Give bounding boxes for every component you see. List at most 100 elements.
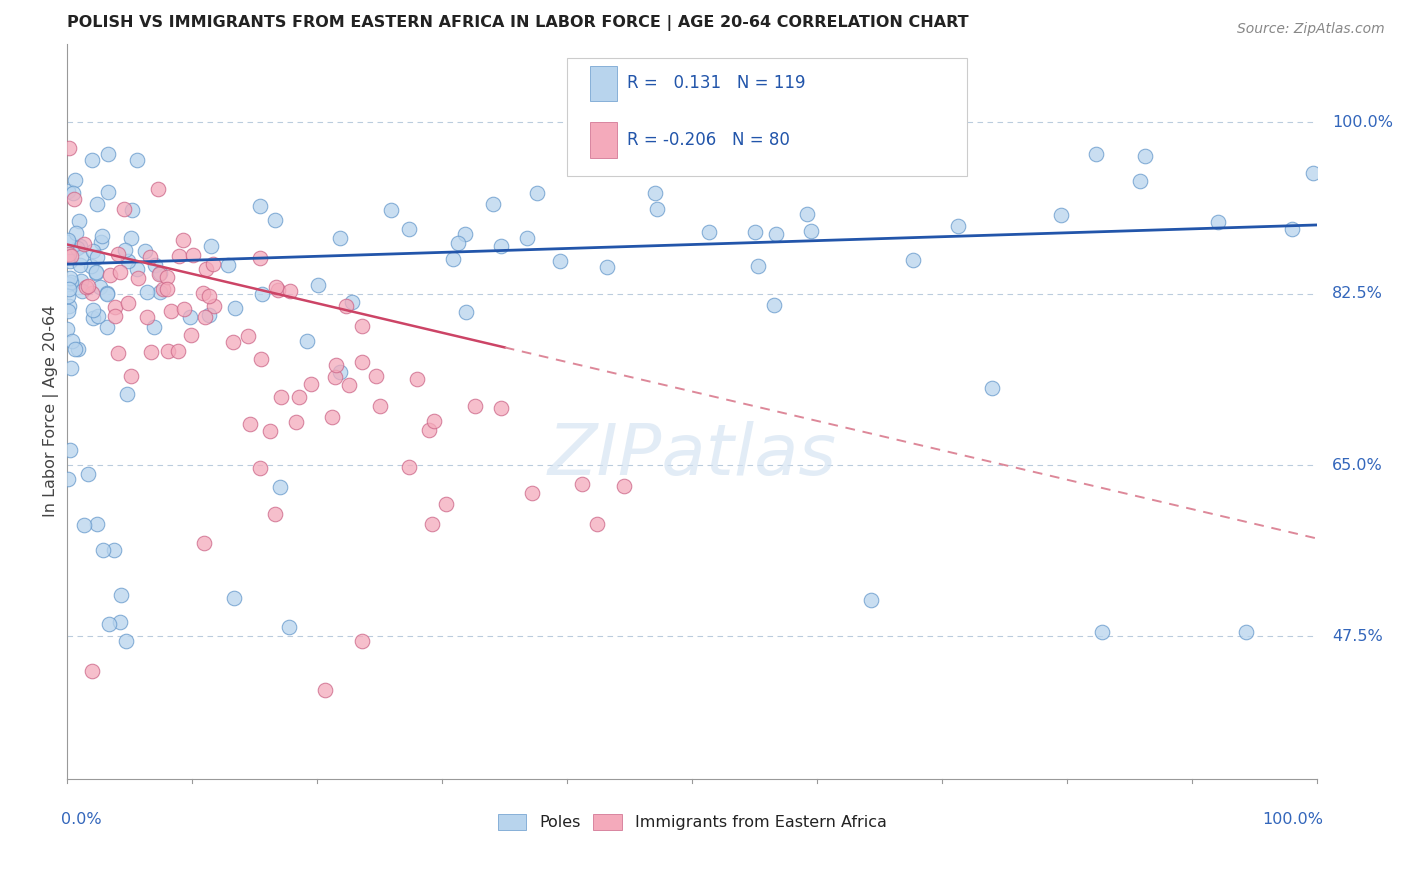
Point xyxy=(56,322,79,336)
Point xyxy=(456,305,478,319)
Point xyxy=(56,184,79,198)
Point xyxy=(295,334,318,348)
Text: R = -0.206   N = 80: R = -0.206 N = 80 xyxy=(627,131,790,149)
Point xyxy=(65,226,87,240)
Text: 82.5%: 82.5% xyxy=(1331,286,1382,301)
Point xyxy=(946,219,969,234)
Point xyxy=(96,285,118,300)
Point xyxy=(117,296,139,310)
Point xyxy=(66,343,89,357)
Point xyxy=(82,285,104,300)
Point xyxy=(747,259,769,273)
Point xyxy=(152,282,174,296)
Point xyxy=(62,186,84,200)
Point xyxy=(58,299,80,313)
Point xyxy=(148,267,170,281)
Point xyxy=(179,310,201,325)
Point xyxy=(58,277,80,291)
Point xyxy=(60,334,83,348)
Point xyxy=(107,247,129,261)
Point xyxy=(67,213,90,227)
Point xyxy=(267,284,290,298)
Point xyxy=(59,361,82,376)
Point xyxy=(340,294,363,309)
Point xyxy=(418,423,440,437)
Point xyxy=(277,620,299,634)
Bar xyxy=(589,66,617,101)
Point xyxy=(325,359,347,373)
Point xyxy=(489,401,512,415)
Point xyxy=(201,256,224,270)
Point xyxy=(69,258,91,272)
Point xyxy=(117,253,139,268)
Point xyxy=(447,236,470,251)
Point xyxy=(224,301,246,316)
Point xyxy=(765,227,787,242)
Point xyxy=(193,536,215,550)
Point xyxy=(82,303,104,318)
Point xyxy=(249,461,271,475)
Point xyxy=(398,222,420,236)
Point xyxy=(202,299,225,313)
Point xyxy=(73,518,96,533)
Text: ZIPatlas: ZIPatlas xyxy=(548,421,837,490)
Point xyxy=(63,173,86,187)
Point xyxy=(134,244,156,258)
Point xyxy=(1135,149,1157,163)
Point xyxy=(112,202,135,216)
Point xyxy=(259,424,281,438)
Point xyxy=(98,268,121,282)
Point xyxy=(250,287,273,301)
Point xyxy=(464,399,486,413)
Point xyxy=(264,280,287,294)
Point xyxy=(191,285,214,300)
Point xyxy=(224,591,246,605)
Point xyxy=(1129,174,1152,188)
Point xyxy=(859,592,882,607)
Point xyxy=(108,615,131,629)
Point xyxy=(1302,166,1324,180)
Point xyxy=(368,399,391,413)
Point xyxy=(58,246,80,260)
Point xyxy=(114,634,136,648)
Point xyxy=(217,258,239,272)
Point xyxy=(89,280,111,294)
Point xyxy=(335,299,357,313)
Point xyxy=(82,153,104,168)
Point xyxy=(159,304,181,318)
Point xyxy=(86,196,108,211)
Point xyxy=(166,344,188,359)
Point xyxy=(314,683,336,698)
Point xyxy=(197,308,219,322)
Point xyxy=(80,260,103,274)
Point xyxy=(107,346,129,360)
Point xyxy=(167,249,190,263)
Point xyxy=(520,486,543,500)
Point xyxy=(69,239,91,253)
Point xyxy=(58,471,80,485)
Point xyxy=(77,467,100,481)
Point xyxy=(181,248,204,262)
Point xyxy=(114,243,136,257)
Point xyxy=(149,285,172,300)
Point xyxy=(149,266,172,280)
Point xyxy=(422,516,444,531)
Text: 47.5%: 47.5% xyxy=(1331,629,1382,644)
Point xyxy=(366,368,388,383)
Point xyxy=(157,344,180,359)
Bar xyxy=(589,122,617,158)
Point xyxy=(1281,221,1303,235)
Point xyxy=(198,289,221,303)
Point xyxy=(110,588,132,602)
Point xyxy=(58,271,80,285)
Point xyxy=(82,244,104,259)
Text: 100.0%: 100.0% xyxy=(1331,114,1393,129)
Point xyxy=(200,238,222,252)
Point xyxy=(489,239,512,253)
Y-axis label: In Labor Force | Age 20-64: In Labor Force | Age 20-64 xyxy=(44,305,59,517)
Text: Source: ZipAtlas.com: Source: ZipAtlas.com xyxy=(1237,22,1385,37)
FancyBboxPatch shape xyxy=(567,58,967,176)
Point xyxy=(58,443,80,458)
Point xyxy=(80,664,103,678)
Point xyxy=(72,237,94,252)
